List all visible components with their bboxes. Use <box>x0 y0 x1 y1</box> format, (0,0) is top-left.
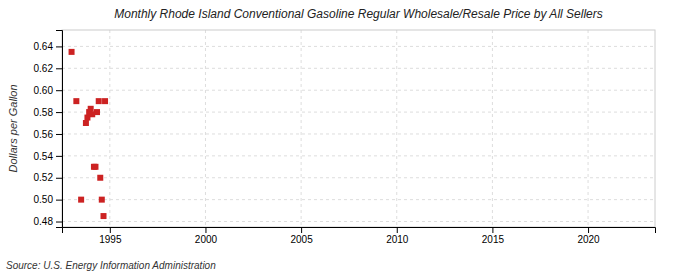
grid-line-x <box>492 30 493 227</box>
tick: 0.58 <box>34 107 62 118</box>
point <box>96 98 102 104</box>
point <box>97 175 103 181</box>
grid-line-x <box>205 30 206 227</box>
grid-line-y <box>62 221 655 222</box>
tick-label: 0.56 <box>34 129 54 140</box>
tick-label: 0.54 <box>34 151 54 162</box>
point <box>99 197 105 203</box>
tick-label: 0.60 <box>34 85 54 96</box>
tick: 2020 <box>577 227 600 245</box>
tick-label: 0.50 <box>34 194 54 205</box>
grid-line-y <box>62 199 655 200</box>
tick-label: 2000 <box>195 234 218 245</box>
tick-mark <box>205 227 206 233</box>
tick: 1995 <box>99 227 122 245</box>
point <box>73 98 79 104</box>
tick-mark <box>56 200 62 201</box>
tick-mark <box>56 156 62 157</box>
tick-label: 1995 <box>99 234 122 245</box>
tick-mark <box>56 46 62 47</box>
tick-label: 0.52 <box>34 172 54 183</box>
axis-line <box>63 228 656 234</box>
grid-line-y <box>62 90 655 91</box>
chart: 1995 2000 2005 2010 2015 2020 0.48 0.50 0.52 0.54… <box>0 0 675 275</box>
grid <box>62 30 655 227</box>
tick-mark <box>56 90 62 91</box>
tick-mark <box>56 178 62 179</box>
tick-label: 2020 <box>577 234 600 245</box>
tick-mark <box>56 222 62 223</box>
tick: 0.52 <box>34 172 62 183</box>
tick: 0.48 <box>34 216 62 227</box>
tick-mark <box>56 68 62 69</box>
grid-line-x <box>109 30 110 227</box>
tick: 2000 <box>195 227 218 245</box>
tick: 0.56 <box>34 129 62 140</box>
tick-label: 0.62 <box>34 63 54 74</box>
grid-line-y <box>62 177 655 178</box>
point <box>101 213 107 219</box>
tick: 0.50 <box>34 194 62 205</box>
tick-mark <box>110 227 111 233</box>
annotation: Source: U.S. Energy Information Administ… <box>6 260 216 271</box>
x-axis: 1995 2000 2005 2010 2015 2020 <box>63 227 656 245</box>
grid-line-x <box>396 30 397 227</box>
tick: 2015 <box>482 227 505 245</box>
tick-label: 0.48 <box>34 216 54 227</box>
grid-line-x <box>588 30 589 227</box>
point <box>92 164 98 170</box>
tick: 2010 <box>386 227 409 245</box>
plot-area: 1995 2000 2005 2010 2015 2020 0.48 0.50 0.52 0.54… <box>34 30 656 245</box>
point <box>83 120 89 126</box>
tick-label: 2010 <box>386 234 409 245</box>
tick-mark <box>492 227 493 233</box>
tick-mark <box>56 112 62 113</box>
grid-line-y <box>62 112 655 113</box>
y-axis: 0.48 0.50 0.52 0.54 0.56 0.58 0.60 0.62 0.64 <box>34 31 63 228</box>
tick-label: 2005 <box>290 234 313 245</box>
plot-frame <box>62 30 655 227</box>
tick: 0.54 <box>34 151 62 162</box>
tick: 0.60 <box>34 85 62 96</box>
point <box>102 98 108 104</box>
grid-line-y <box>62 133 655 134</box>
axis-line <box>56 31 63 228</box>
tick: 0.62 <box>34 63 62 74</box>
tick-mark <box>397 227 398 233</box>
points <box>69 49 108 219</box>
point <box>78 197 84 203</box>
grid-line-x <box>301 30 302 227</box>
tick-label: 0.58 <box>34 107 54 118</box>
title: Monthly Rhode Island Conventional Gasoli… <box>114 7 602 21</box>
point <box>94 109 100 115</box>
grid-line-y <box>62 155 655 156</box>
tick-label: 2015 <box>482 234 505 245</box>
tick-mark <box>588 227 589 233</box>
grid-line-y <box>62 68 655 69</box>
y-axis-label: Dollars per Gallon <box>7 84 19 172</box>
tick-mark <box>56 134 62 135</box>
point <box>88 106 94 112</box>
point <box>69 49 75 55</box>
tick-label: 0.64 <box>34 41 54 52</box>
tick: 2005 <box>290 227 313 245</box>
tick: 0.64 <box>34 41 62 52</box>
grid-line-y <box>62 46 655 47</box>
tick-mark <box>301 227 302 233</box>
